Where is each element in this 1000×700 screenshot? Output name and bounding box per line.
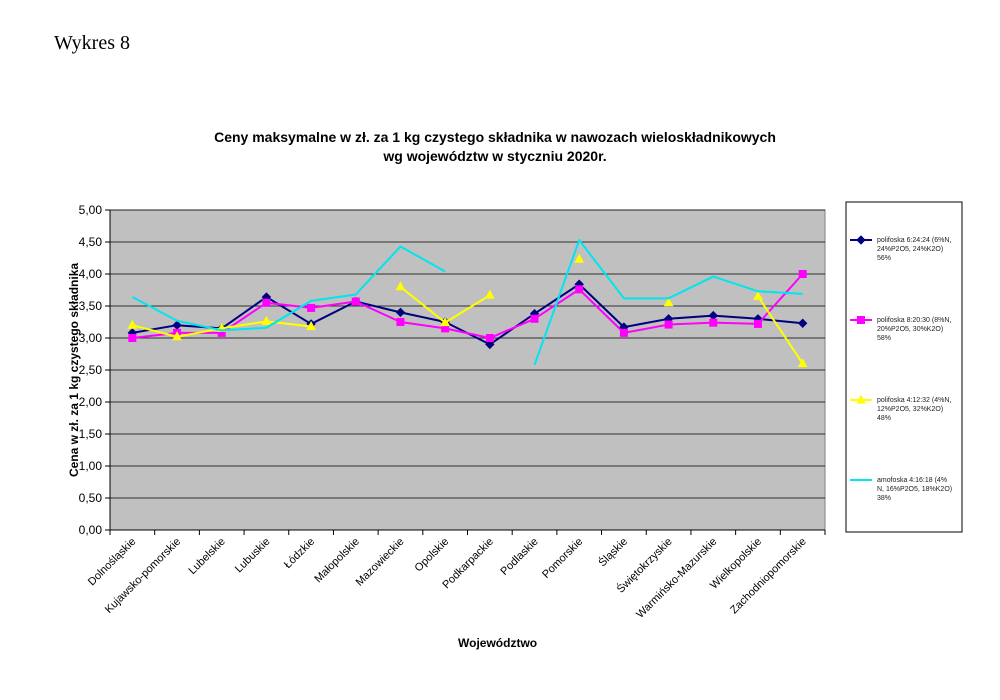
series-lines <box>127 239 808 368</box>
data-point <box>753 319 762 328</box>
data-point <box>127 319 138 329</box>
y-tick-label: 1,00 <box>79 459 103 473</box>
data-point <box>530 314 539 323</box>
series-2 <box>128 270 807 342</box>
data-point <box>172 331 182 341</box>
x-tick-label: Zachodniopomorskie <box>728 536 809 617</box>
legend-label: polifoska 4:12:32 (4%N, <box>877 397 951 404</box>
legend-item-3: polifoska 4:12:32 (4%N, 12%P2O5, 32%K2O) 4… <box>850 394 951 422</box>
y-tick-label: 4,50 <box>79 235 103 249</box>
legend-label: amofoska 4:16:18 (4% <box>877 477 947 484</box>
series-line <box>533 239 803 366</box>
y-tick-label: 4,00 <box>79 267 103 281</box>
x-tick-label: Lubelskie <box>186 536 227 577</box>
x-tick-label: Pomorskie <box>540 536 585 581</box>
y-tick-label: 3,50 <box>79 299 103 313</box>
series-line <box>757 295 804 365</box>
y-tick-label: 3,00 <box>79 331 103 345</box>
y-tick-label: 2,50 <box>79 363 103 377</box>
legend-label: 38% <box>877 495 891 502</box>
legend-label: polifoska 6:24:24 (6%N, <box>877 237 951 244</box>
data-point <box>351 297 360 306</box>
y-tick-label: 5,00 <box>79 203 103 217</box>
data-point <box>798 270 807 278</box>
legend-label: 56% <box>877 255 891 262</box>
data-point <box>619 328 628 337</box>
x-tick-label: Małopolskie <box>312 536 362 586</box>
x-tick-label: Opolskie <box>413 536 452 575</box>
data-point <box>574 253 585 263</box>
y-axis-title: Cena w zł. za 1 kg czystego składnika <box>67 263 81 477</box>
legend-label: 58% <box>877 335 891 342</box>
chart-title: Ceny maksymalne w zł. za 1 kg czystego s… <box>180 128 810 166</box>
data-point <box>262 298 271 307</box>
data-point <box>261 315 272 325</box>
chart-title-line-1: Ceny maksymalne w zł. za 1 kg czystego s… <box>214 129 776 145</box>
legend: polifoska 6:24:24 (6%N, 24%P2O5, 24%K2O) 5… <box>850 235 952 502</box>
data-point <box>395 307 406 318</box>
data-point <box>753 290 763 300</box>
legend-label: 24%P2O5, 24%K2O) <box>877 246 943 253</box>
legend-label: 48% <box>877 415 891 422</box>
x-tick-label: Lubuskie <box>233 536 273 576</box>
series-line <box>132 273 804 339</box>
data-point <box>856 394 866 404</box>
data-point <box>575 285 584 294</box>
y-tick-label: 1,50 <box>79 427 103 441</box>
data-point <box>306 320 316 330</box>
data-point <box>485 289 495 299</box>
legend-item-4: amofoska 4:16:18 (4% N, 16%P2O5, 18%K2O) 3… <box>850 477 952 502</box>
legend-label: 20%P2O5, 30%K2O) <box>877 326 943 333</box>
data-point <box>709 318 718 327</box>
x-axis-title: Województwo <box>458 636 537 650</box>
y-tick-label: 0,00 <box>79 523 103 537</box>
data-point <box>395 281 406 291</box>
legend-box <box>845 201 963 533</box>
data-point <box>396 318 405 326</box>
x-tick-label: Warmińsko-Mazurskie <box>634 536 719 621</box>
data-point <box>485 339 495 350</box>
data-point <box>856 235 866 245</box>
legend-label: N, 16%P2O5, 18%K2O) <box>877 486 952 493</box>
series-3 <box>127 253 808 368</box>
page-label: Wykres 8 <box>54 32 130 54</box>
y-tick-label: 2,00 <box>79 395 103 409</box>
x-tick-label: Śląskie <box>596 535 630 569</box>
y-tick-label: 0,50 <box>79 491 103 505</box>
x-tick-label: Kujawsko-pomorskie <box>103 536 183 616</box>
chart-title-line-2: wg województw w styczniu 2020r. <box>383 148 607 164</box>
legend-label: polifoska 8:20:30 (8%N, <box>877 317 951 324</box>
series-line <box>131 245 446 332</box>
data-point <box>797 318 808 328</box>
x-tick-label: Podlaskie <box>498 536 540 578</box>
legend-item-2: polifoska 8:20:30 (8%N, 20%P2O5, 30%K2O) 5… <box>850 316 951 342</box>
data-point <box>128 334 137 342</box>
data-point <box>440 317 450 327</box>
series-4 <box>131 239 803 366</box>
legend-item-1: polifoska 6:24:24 (6%N, 24%P2O5, 24%K2O) 5… <box>850 235 951 262</box>
data-point <box>857 316 865 324</box>
data-point <box>663 297 674 307</box>
legend-label: 12%P2O5, 32%K2O) <box>877 406 943 413</box>
x-tick-label: Mazowieckie <box>354 536 407 589</box>
data-point <box>797 358 808 368</box>
data-point <box>307 303 316 312</box>
y-axis: 0,00 0,50 1,00 1,50 2,00 2,50 3,00 3,50 4,00 4,50… <box>79 203 111 537</box>
x-tick-label: Łódzkie <box>282 536 317 571</box>
data-point <box>664 320 673 329</box>
data-point <box>485 334 494 342</box>
